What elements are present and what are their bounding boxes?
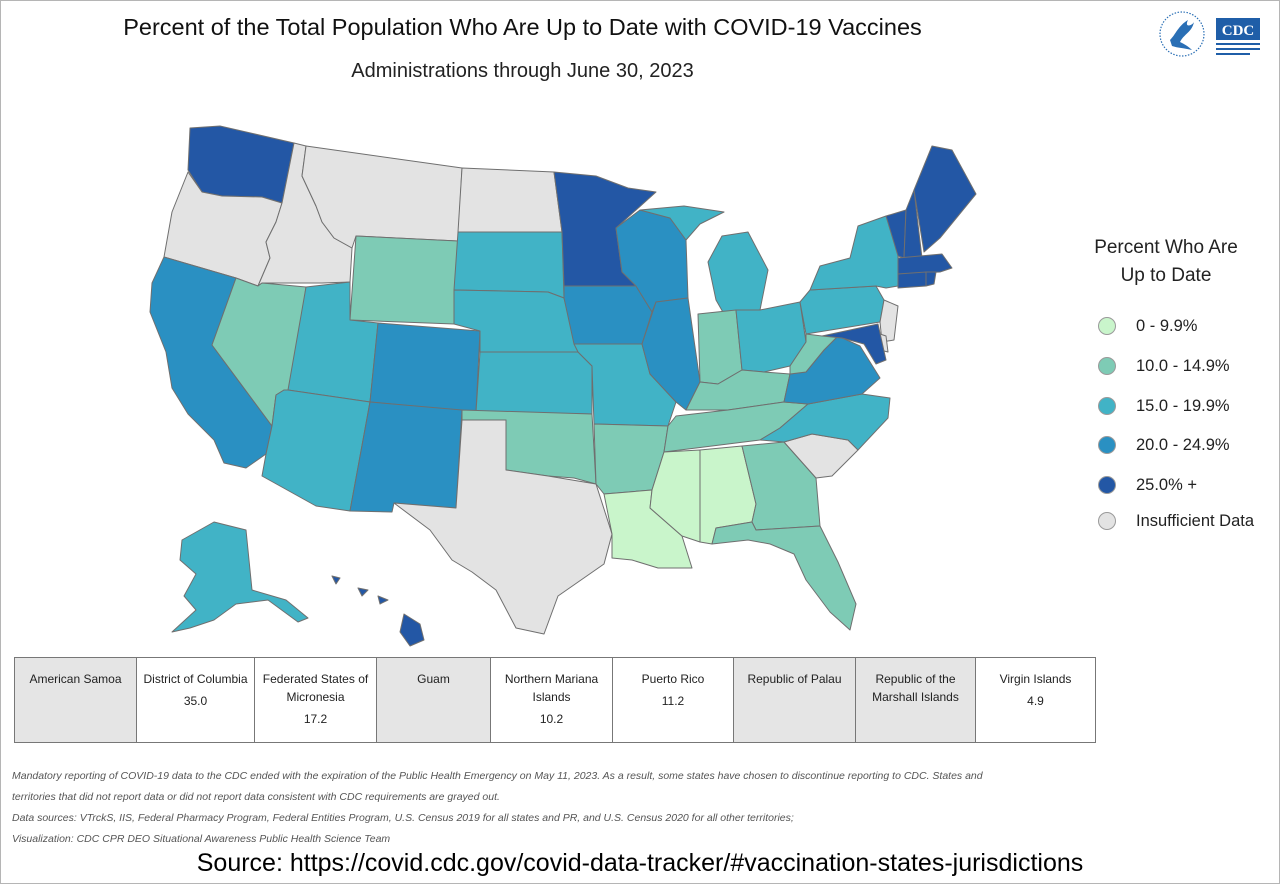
legend-label: 0 - 9.9% <box>1136 316 1198 335</box>
state-WY[interactable] <box>349 235 459 325</box>
state-MA[interactable] <box>897 253 953 275</box>
state-NJ[interactable] <box>879 299 899 343</box>
legend-label: Insufficient Data <box>1136 511 1255 530</box>
territory-cell: Republic of Palau <box>733 657 856 743</box>
state-TX[interactable] <box>393 419 613 635</box>
legend-item-15-20: 15.0 - 19.9% <box>1098 395 1230 417</box>
territory-name: Northern Mariana Islands <box>504 672 599 704</box>
territory-cell: District of Columbia 35.0 <box>136 657 255 743</box>
legend-swatch <box>1098 317 1116 335</box>
state-IN[interactable] <box>697 309 743 385</box>
territory-name: District of Columbia <box>143 672 248 686</box>
territory-cell: American Samoa <box>14 657 137 743</box>
legend-item-25-plus: 25.0% + <box>1098 474 1197 496</box>
legend-swatch <box>1098 436 1116 454</box>
state-CO[interactable] <box>369 322 481 413</box>
territory-cell: Puerto Rico 11.2 <box>612 657 734 743</box>
legend-label: 10.0 - 14.9% <box>1136 356 1230 375</box>
state-MD[interactable] <box>821 323 887 365</box>
territory-name: Virgin Islands <box>999 672 1072 686</box>
state-SD[interactable] <box>453 231 565 299</box>
state-AK[interactable] <box>171 521 309 633</box>
legend-label: 15.0 - 19.9% <box>1136 396 1230 415</box>
legend-swatch <box>1098 512 1116 530</box>
hhs-eagle-icon <box>1159 11 1205 57</box>
state-WA[interactable] <box>187 125 295 204</box>
svg-text:CDC: CDC <box>1222 23 1255 39</box>
territory-name: Republic of the Marshall Islands <box>872 672 959 704</box>
legend-title: Percent Who Are Up to Date <box>1066 234 1266 290</box>
territory-value: 4.9 <box>1027 694 1044 708</box>
state-IL[interactable] <box>641 297 701 411</box>
territory-cell: Guam <box>376 657 491 743</box>
legend-label: 25.0% + <box>1136 475 1198 494</box>
state-ME[interactable] <box>913 145 977 253</box>
us-choropleth-map <box>149 125 977 647</box>
map-subtitle: Administrations through June 30, 2023 <box>351 60 694 82</box>
footnote-line: Visualization: CDC CPR DEO Situational A… <box>12 833 391 845</box>
state-IA[interactable] <box>563 285 653 345</box>
state-NY[interactable] <box>809 215 899 291</box>
legend-item-20-25: 20.0 - 24.9% <box>1098 434 1230 456</box>
territory-name: Federated States of Micronesia <box>262 672 369 704</box>
state-HI[interactable] <box>331 575 425 647</box>
state-ND[interactable] <box>457 167 563 233</box>
state-KS[interactable] <box>475 351 593 415</box>
territories-row: American Samoa District of Columbia 35.0 … <box>14 657 1096 743</box>
territory-cell: Federated States of Micronesia 17.2 <box>254 657 377 743</box>
footnote-line: territories that did not report data or … <box>12 791 500 803</box>
legend-title-line2: Up to Date <box>1120 265 1212 286</box>
source-caption: Source: https://covid.cdc.gov/covid-data… <box>196 849 1084 877</box>
territory-value: 17.2 <box>303 712 328 726</box>
legend-item-0-10: 0 - 9.9% <box>1098 315 1197 337</box>
map-title: Percent of the Total Population Who Are … <box>123 14 922 40</box>
territory-value: 11.2 <box>661 694 685 708</box>
state-CT[interactable] <box>897 271 927 289</box>
footnotes: Mandatory reporting of COVID-19 data to … <box>12 766 1102 850</box>
territory-cell: Republic of the Marshall Islands <box>855 657 976 743</box>
territory-value: 10.2 <box>539 712 564 726</box>
cdc-logo: CDC <box>1216 18 1260 55</box>
territory-name: American Samoa <box>29 672 122 686</box>
footnote-line: Mandatory reporting of COVID-19 data to … <box>12 770 983 782</box>
agency-logos: CDC <box>1159 11 1260 57</box>
legend-label: 20.0 - 24.9% <box>1136 435 1230 454</box>
state-FL[interactable] <box>711 521 857 631</box>
footnote-line: Data sources: VTrckS, IIS, Federal Pharm… <box>12 812 794 824</box>
territory-name: Republic of Palau <box>747 672 842 686</box>
territory-cell: Virgin Islands 4.9 <box>975 657 1096 743</box>
legend-swatch <box>1098 357 1116 375</box>
state-NM[interactable] <box>349 401 463 513</box>
territory-name: Guam <box>417 672 450 686</box>
state-MI[interactable] <box>639 205 769 315</box>
legend-item-10-15: 10.0 - 14.9% <box>1098 355 1230 377</box>
territory-cell: Northern Mariana Islands 10.2 <box>490 657 613 743</box>
legend-title-line1: Percent Who Are <box>1094 237 1238 258</box>
legend-item-insufficient: Insufficient Data <box>1098 510 1254 532</box>
territory-value: 35.0 <box>183 694 208 708</box>
territories-table: American Samoa District of Columbia 35.0 … <box>14 657 1096 743</box>
territory-name: Puerto Rico <box>641 672 705 686</box>
legend-swatch <box>1098 397 1116 415</box>
state-RI[interactable] <box>925 271 937 287</box>
legend-swatch <box>1098 476 1116 494</box>
